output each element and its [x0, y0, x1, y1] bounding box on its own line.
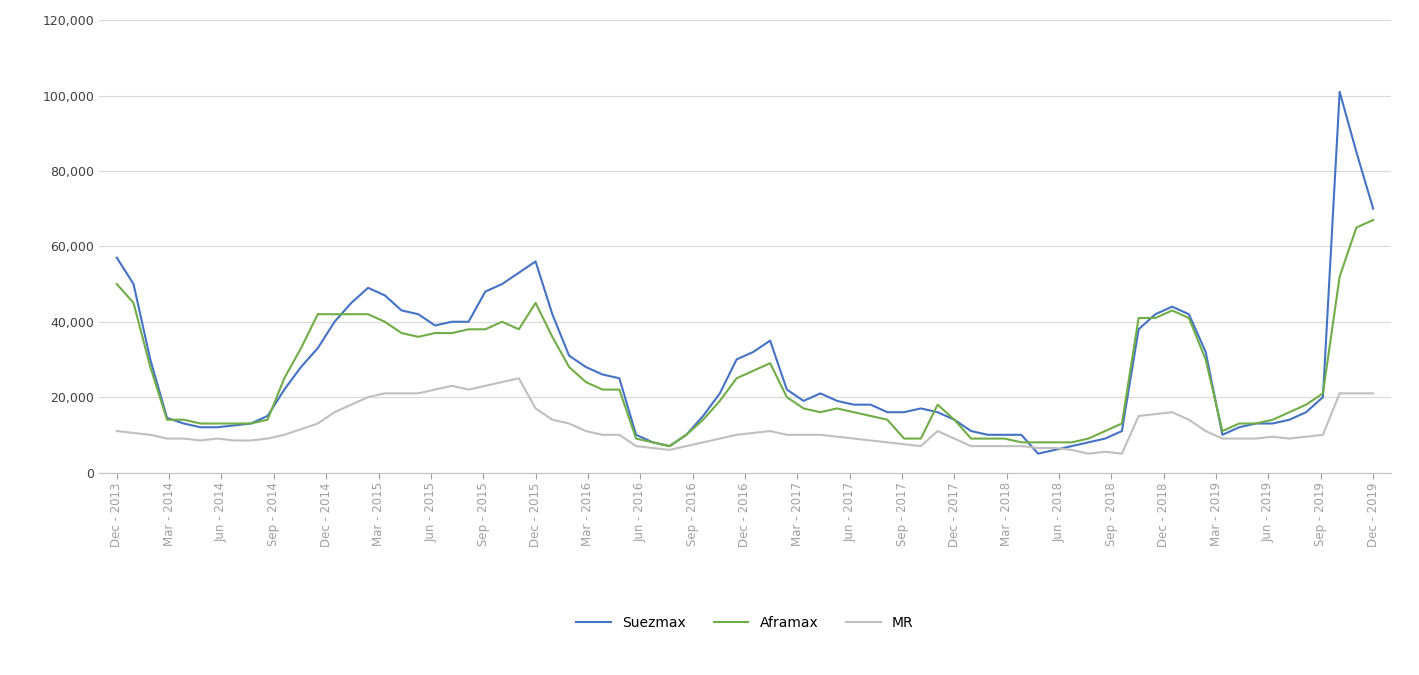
MR — [929, 427, 946, 435]
Aframax — [779, 393, 796, 401]
Aframax — [661, 442, 678, 450]
Suezmax — [762, 337, 779, 345]
Aframax — [929, 400, 946, 408]
Aframax — [962, 435, 979, 443]
Suezmax — [1365, 205, 1382, 213]
MR — [108, 427, 125, 435]
Suezmax — [543, 310, 561, 319]
Suezmax — [946, 416, 964, 424]
Suezmax — [1331, 88, 1348, 96]
Aframax — [1365, 216, 1382, 224]
Line: Suezmax: Suezmax — [116, 92, 1374, 454]
MR — [962, 442, 979, 450]
Suezmax — [1030, 450, 1047, 458]
Suezmax — [912, 404, 929, 412]
MR — [226, 437, 243, 445]
Suezmax — [108, 254, 125, 262]
Line: MR: MR — [116, 378, 1374, 454]
MR — [1365, 389, 1382, 398]
Line: Aframax: Aframax — [116, 220, 1374, 446]
Aframax — [543, 333, 561, 341]
MR — [561, 419, 578, 427]
Aframax — [108, 280, 125, 288]
Suezmax — [1130, 325, 1147, 333]
MR — [1080, 450, 1097, 458]
MR — [779, 431, 796, 439]
MR — [1147, 410, 1164, 418]
MR — [511, 374, 528, 382]
Aframax — [1130, 314, 1147, 322]
Legend: Suezmax, Aframax, MR: Suezmax, Aframax, MR — [569, 610, 921, 637]
Suezmax — [226, 421, 243, 429]
Aframax — [226, 419, 243, 427]
